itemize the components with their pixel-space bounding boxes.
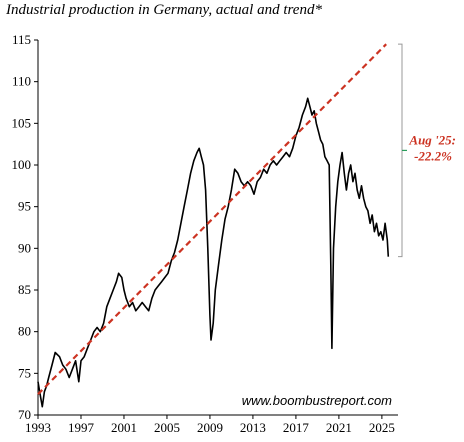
- y-tick-label: 95: [18, 199, 31, 214]
- x-tick-label: 2013: [240, 420, 266, 435]
- axes: [37, 40, 398, 416]
- annotation-value-label: -22.2%: [414, 148, 452, 163]
- deviation-bracket: [398, 43, 407, 258]
- actual-production-line: [37, 97, 390, 408]
- annotation-date-label: Aug '25:: [408, 132, 456, 147]
- y-tick-label: 105: [12, 115, 32, 130]
- y-tick-label: 115: [12, 32, 31, 47]
- x-tick-label: 2009: [197, 420, 223, 435]
- x-tick-label: 2025: [369, 420, 395, 435]
- y-tick-label: 110: [12, 74, 31, 89]
- y-tick-label: 70: [18, 407, 31, 422]
- x-tick-label: 2005: [154, 420, 180, 435]
- watermark-text: www.boombustreport.com: [242, 393, 392, 408]
- y-tick-label: 100: [12, 157, 32, 172]
- chart-title: Industrial production in Germany, actual…: [6, 2, 322, 18]
- y-tick-label: 85: [18, 282, 31, 297]
- x-ticks: 1993 1997 2001 2005 2009 2013 2017 2021 2025: [25, 415, 395, 435]
- series-group: [37, 43, 390, 408]
- x-tick-label: 2021: [326, 420, 352, 435]
- y-tick-label: 80: [18, 324, 31, 339]
- y-tick-label: 90: [18, 240, 31, 255]
- x-tick-label: 1997: [68, 420, 95, 435]
- y-ticks: 70 75 80 85 90 95 100 105 110 115: [12, 32, 38, 422]
- x-tick-label: 2001: [111, 420, 137, 435]
- y-tick-label: 75: [18, 365, 31, 380]
- trend-line: [37, 43, 387, 395]
- bracket-line: [398, 43, 403, 258]
- x-tick-label: 2017: [283, 420, 310, 435]
- x-tick-label: 1993: [25, 420, 51, 435]
